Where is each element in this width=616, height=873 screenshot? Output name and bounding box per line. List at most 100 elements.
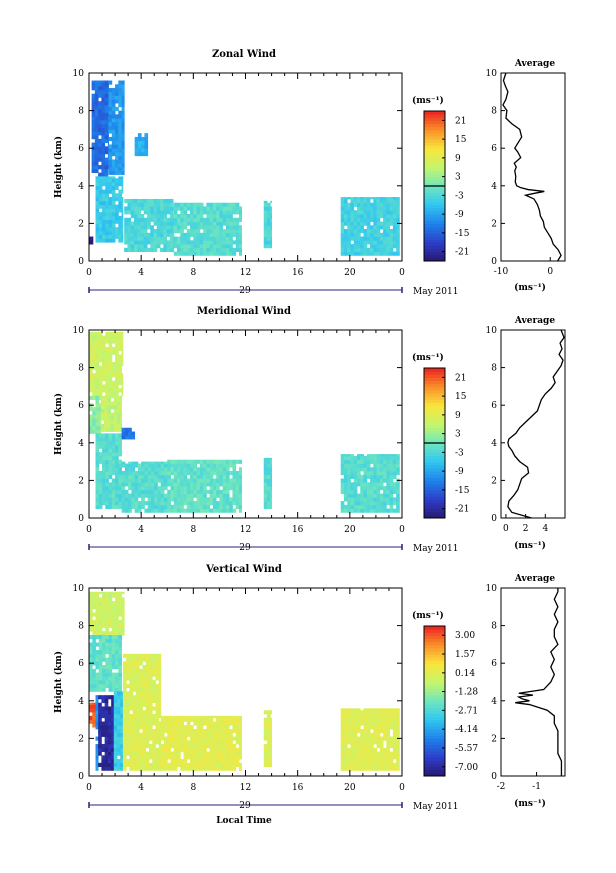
heatmap-cell: [115, 227, 119, 232]
heatmap-cell: [98, 350, 103, 355]
heatmap-cell: [108, 591, 113, 595]
heatmap-cell: [102, 200, 106, 205]
heatmap-cell: [392, 202, 397, 207]
heatmap-cell: [196, 251, 201, 256]
heatmap-cell: [131, 489, 136, 494]
colorbar-segment: [424, 697, 445, 702]
heatmap-cell: [124, 232, 128, 237]
heatmap-cell: [376, 217, 381, 222]
heatmap-cell: [105, 444, 109, 449]
heatmap-cell: [222, 486, 227, 491]
heatmap-cell: [373, 232, 377, 237]
heatmap-cell: [173, 478, 178, 483]
colorbar-segment: [424, 769, 445, 774]
y-tick-label: 8: [78, 364, 84, 374]
heatmap-cell: [98, 501, 103, 506]
heatmap-cell: [98, 591, 103, 595]
heatmap-cell: [229, 202, 233, 207]
heatmap-cell: [353, 463, 358, 468]
heatmap-cell: [147, 247, 151, 252]
heatmap-cell: [206, 482, 211, 487]
heatmap-cell: [160, 766, 165, 771]
heatmap-cell: [167, 463, 171, 468]
heatmap-cell: [124, 471, 129, 476]
heatmap-cell: [177, 715, 181, 719]
colorbar-tick-label: 3.00: [455, 631, 475, 641]
heatmap-cell: [206, 497, 211, 502]
heatmap-cell: [386, 493, 391, 498]
heatmap-cell: [238, 497, 242, 502]
heatmap-cell: [170, 732, 175, 737]
heatmap-cell: [141, 461, 145, 464]
heatmap-cell: [343, 240, 348, 245]
heatmap-cell: [386, 732, 391, 737]
heatmap-cell: [350, 229, 355, 234]
heatmap-cell: [212, 729, 217, 734]
heatmap-cell: [196, 759, 201, 764]
heatmap-cell: [95, 706, 99, 711]
heatmap-cell: [150, 236, 154, 241]
heatmap-cell: [108, 230, 113, 236]
heatmap-cell: [95, 597, 100, 602]
heatmap-cell: [177, 725, 181, 730]
heatmap-cell: [108, 144, 113, 149]
heatmap-cell: [137, 486, 142, 491]
heatmap-cell: [105, 197, 109, 202]
heatmap-cell: [212, 489, 217, 494]
heatmap-cell: [169, 202, 174, 207]
heatmap-cell: [137, 136, 142, 142]
heatmap-cell: [102, 215, 106, 221]
heatmap-cell: [105, 208, 109, 213]
colorbar-segment: [424, 201, 445, 206]
heatmap-cell: [163, 759, 168, 764]
heatmap-cell: [389, 240, 394, 245]
heatmap-cell: [95, 234, 100, 239]
heatmap-cell: [111, 176, 116, 179]
colorbar-segment: [424, 176, 445, 181]
heatmap-cell: [209, 736, 214, 741]
heatmap-cell: [199, 740, 204, 745]
heatmap-cell: [98, 676, 103, 681]
heatmap-cell: [120, 766, 124, 771]
heatmap-cell: [389, 467, 394, 472]
heatmap-cell: [379, 729, 384, 734]
heatmap-cell: [111, 661, 116, 666]
heatmap-cell: [206, 474, 211, 479]
heatmap-cell: [177, 751, 181, 756]
heatmap-cell: [186, 497, 191, 502]
heatmap-cell: [357, 740, 361, 745]
heatmap-cell: [186, 478, 191, 483]
heatmap-cell: [396, 217, 400, 222]
heatmap-cell: [143, 225, 148, 230]
heatmap-cell: [392, 729, 397, 734]
heatmap-cell: [150, 463, 155, 468]
heatmap-cell: [199, 232, 204, 237]
heatmap-cell: [340, 713, 345, 719]
heatmap-cell: [203, 232, 207, 237]
heatmap-cell: [163, 755, 168, 760]
heatmap-cell: [108, 238, 113, 243]
heatmap-cell: [366, 762, 371, 767]
heatmap-cell: [143, 247, 148, 252]
heatmap-cell: [115, 350, 119, 355]
heatmap-cell: [121, 608, 125, 613]
colorbar-tick-label: 3: [455, 173, 461, 183]
heatmap-cell: [124, 206, 128, 211]
heatmap-cell: [108, 208, 113, 213]
heatmap-cell: [148, 766, 153, 771]
heatmap-cell: [122, 713, 127, 719]
heatmap-cell: [350, 206, 355, 211]
heatmap-cell: [343, 467, 348, 472]
x-tick-label: 0: [86, 525, 92, 535]
heatmap-cell: [235, 221, 240, 226]
heatmap-cell: [98, 384, 103, 389]
heatmap-cell: [340, 240, 345, 245]
colorbar-segment: [424, 167, 445, 171]
heatmap-cell: [177, 504, 181, 509]
heatmap-cell: [121, 167, 125, 172]
heatmap-cell: [212, 486, 217, 491]
heatmap-cell: [180, 225, 184, 230]
heatmap-cell: [107, 165, 109, 170]
heatmap-cell: [186, 501, 191, 506]
heatmap-cell: [124, 431, 129, 436]
